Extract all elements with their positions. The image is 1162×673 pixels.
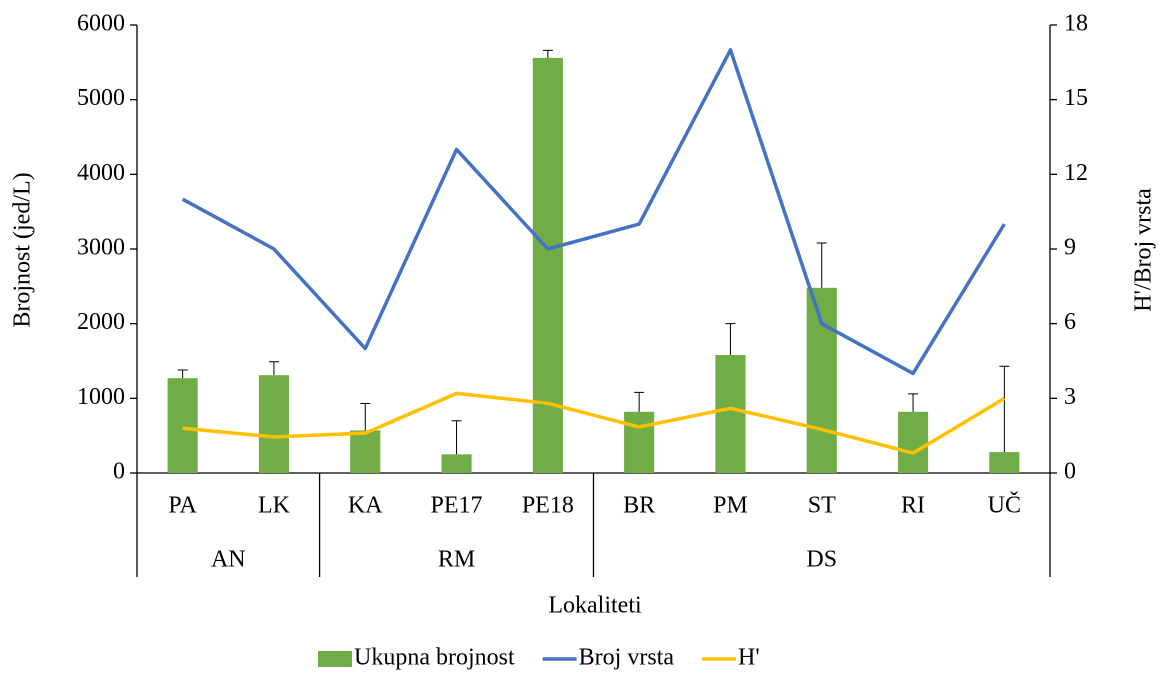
y-axis-title: Brojnost (jed/L) [10, 172, 36, 327]
y2-tick-label: 18 [1064, 11, 1088, 37]
line [182, 391, 1006, 455]
bar [258, 375, 290, 473]
bar [350, 430, 381, 473]
bar [897, 411, 929, 473]
error-bar [725, 323, 736, 356]
error-bar [360, 403, 371, 431]
bar [441, 454, 472, 473]
bar [806, 287, 837, 473]
x-tick-label: UČ [988, 492, 1021, 519]
group-label: DS [806, 547, 837, 573]
error-bar [177, 369, 188, 379]
y2-tick-label: 15 [1064, 85, 1088, 111]
y-tick-label: 3000 [77, 235, 125, 261]
bar [624, 411, 655, 473]
line [181, 48, 1006, 376]
bar [167, 378, 198, 473]
y2-tick-label: 12 [1064, 160, 1088, 186]
x-tick-label: PE17 [431, 493, 483, 519]
error-bar [268, 361, 279, 376]
y2-tick-label: 0 [1064, 459, 1076, 485]
group-label: AN [211, 547, 246, 573]
error-bar [908, 393, 919, 412]
error-bar [634, 391, 645, 412]
error-bar [816, 242, 827, 288]
x-tick-label: ST [808, 493, 836, 519]
y-tick-label: 1000 [77, 384, 125, 410]
legend-label: Ukupna brojnost [354, 645, 515, 671]
x-tick-label: RI [901, 493, 925, 519]
x-tick-label: KA [348, 493, 383, 519]
x-tick-label: BR [623, 493, 655, 519]
y-tick-label: 6000 [77, 11, 125, 37]
y2-tick-label: 3 [1064, 384, 1076, 410]
error-bar [999, 365, 1010, 453]
y2-tick-label: 6 [1064, 309, 1076, 335]
legend-swatch [318, 651, 352, 667]
y-tick-label: 2000 [77, 309, 125, 335]
x-tick-label: LK [258, 493, 291, 519]
bar [989, 452, 1020, 473]
x-tick-label: PE18 [522, 493, 574, 519]
y2-axis-title: H'/Broj vrsta [1131, 188, 1157, 312]
bar [532, 57, 563, 473]
bar [715, 355, 746, 473]
x-axis-title: Lokaliteti [548, 593, 642, 619]
y-tick-label: 0 [113, 459, 125, 485]
group-label: RM [438, 547, 475, 573]
y-tick-label: 4000 [77, 160, 125, 186]
x-tick-label: PA [168, 493, 197, 519]
x-tick-label: PM [713, 493, 748, 519]
legend-label: H' [738, 645, 760, 671]
error-bar [451, 420, 462, 455]
error-bar [542, 49, 553, 58]
legend-label: Broj vrsta [579, 645, 675, 671]
y2-tick-label: 9 [1064, 235, 1076, 261]
y-tick-label: 5000 [77, 85, 125, 111]
